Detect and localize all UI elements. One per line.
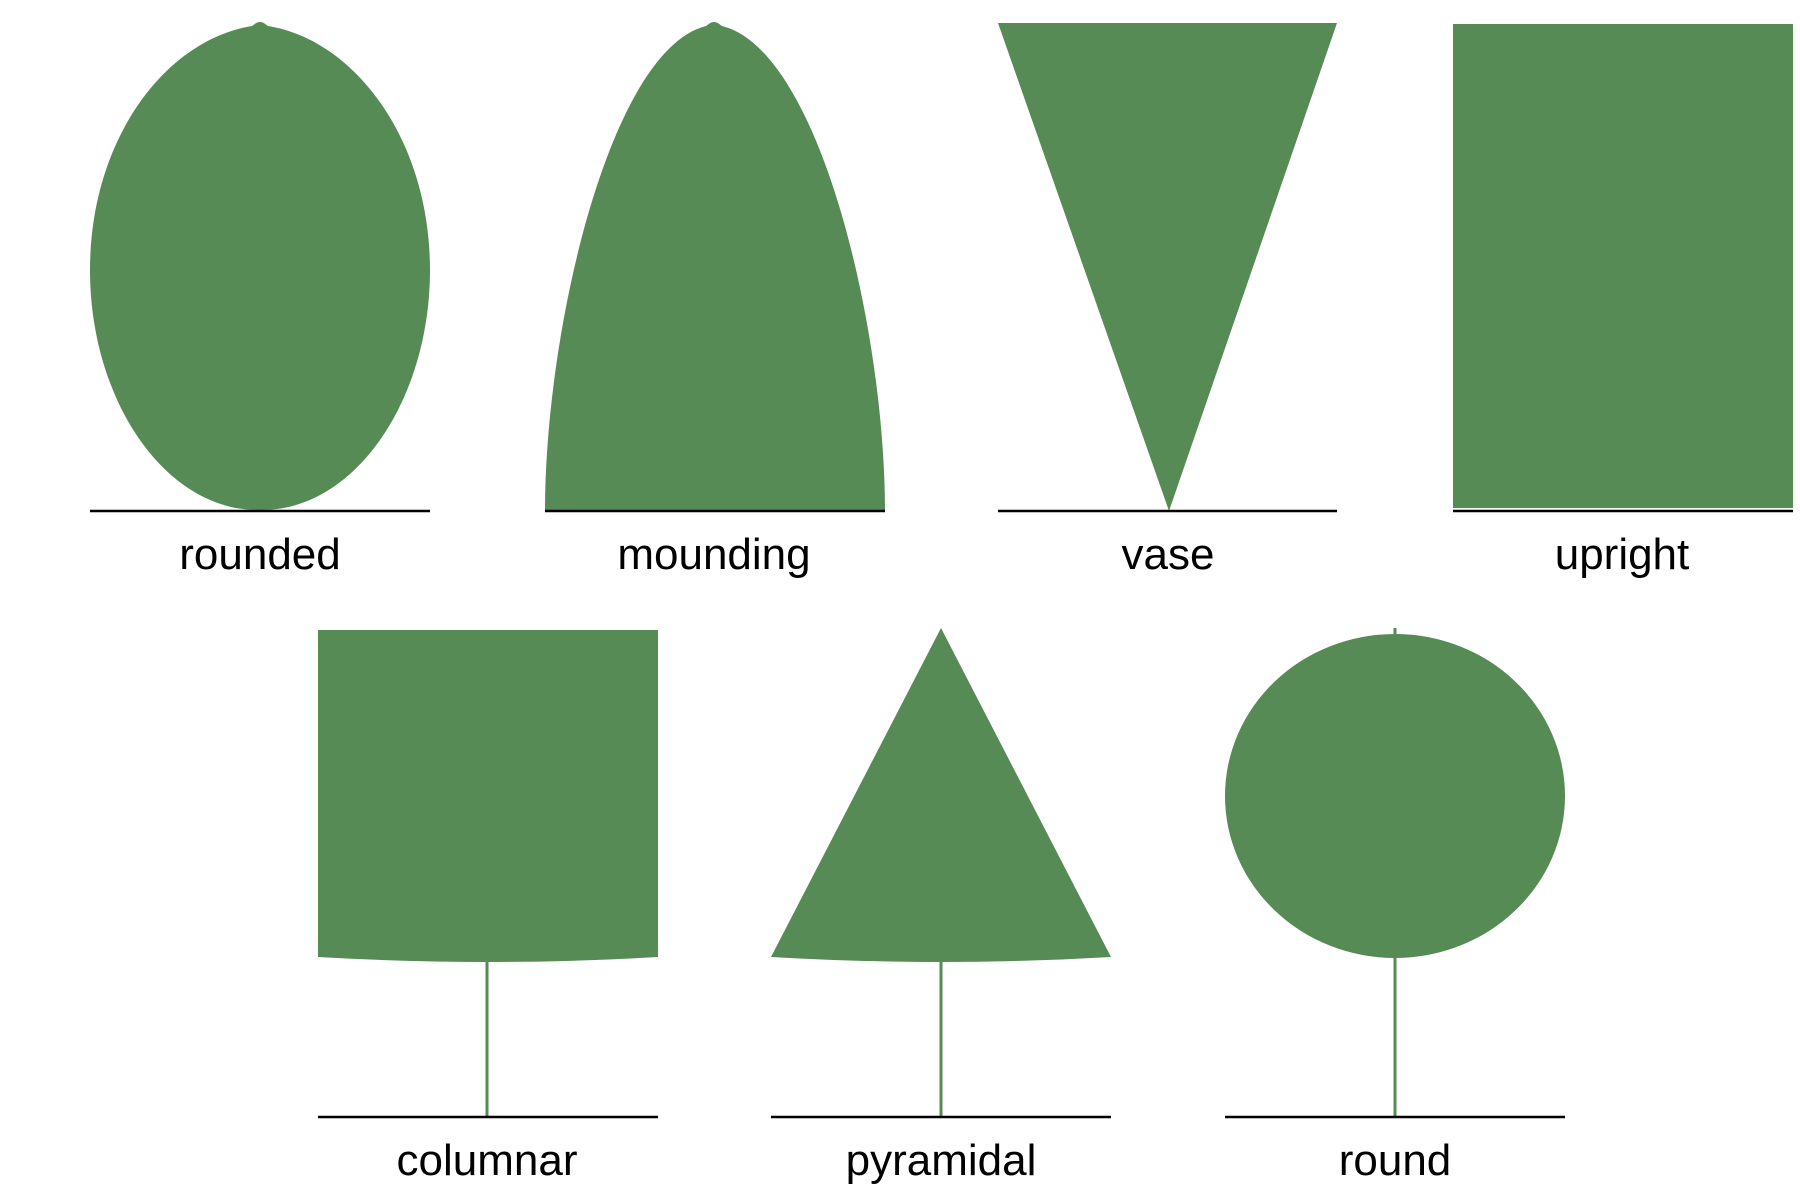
mounding-foliage bbox=[545, 22, 885, 511]
shape-mounding: mounding bbox=[545, 22, 885, 579]
shape-pyramidal: pyramidal bbox=[771, 628, 1111, 1185]
shape-vase: vase bbox=[998, 23, 1337, 579]
vase-label: vase bbox=[1122, 530, 1215, 579]
pyramidal-foliage bbox=[771, 628, 1111, 962]
shape-upright: upright bbox=[1453, 24, 1793, 579]
upright-foliage bbox=[1453, 24, 1793, 508]
upright-label: upright bbox=[1555, 530, 1690, 579]
rounded-foliage bbox=[90, 22, 430, 510]
columnar-label: columnar bbox=[397, 1136, 578, 1185]
shape-round: round bbox=[1225, 628, 1565, 1185]
round-label: round bbox=[1339, 1136, 1452, 1185]
round-foliage bbox=[1225, 634, 1565, 958]
shape-columnar: columnar bbox=[318, 630, 658, 1185]
pyramidal-label: pyramidal bbox=[846, 1136, 1037, 1185]
shape-rounded: rounded bbox=[90, 22, 430, 579]
columnar-foliage bbox=[318, 630, 658, 962]
rounded-label: rounded bbox=[179, 530, 340, 579]
vase-foliage bbox=[998, 23, 1337, 511]
mounding-label: mounding bbox=[617, 530, 810, 579]
